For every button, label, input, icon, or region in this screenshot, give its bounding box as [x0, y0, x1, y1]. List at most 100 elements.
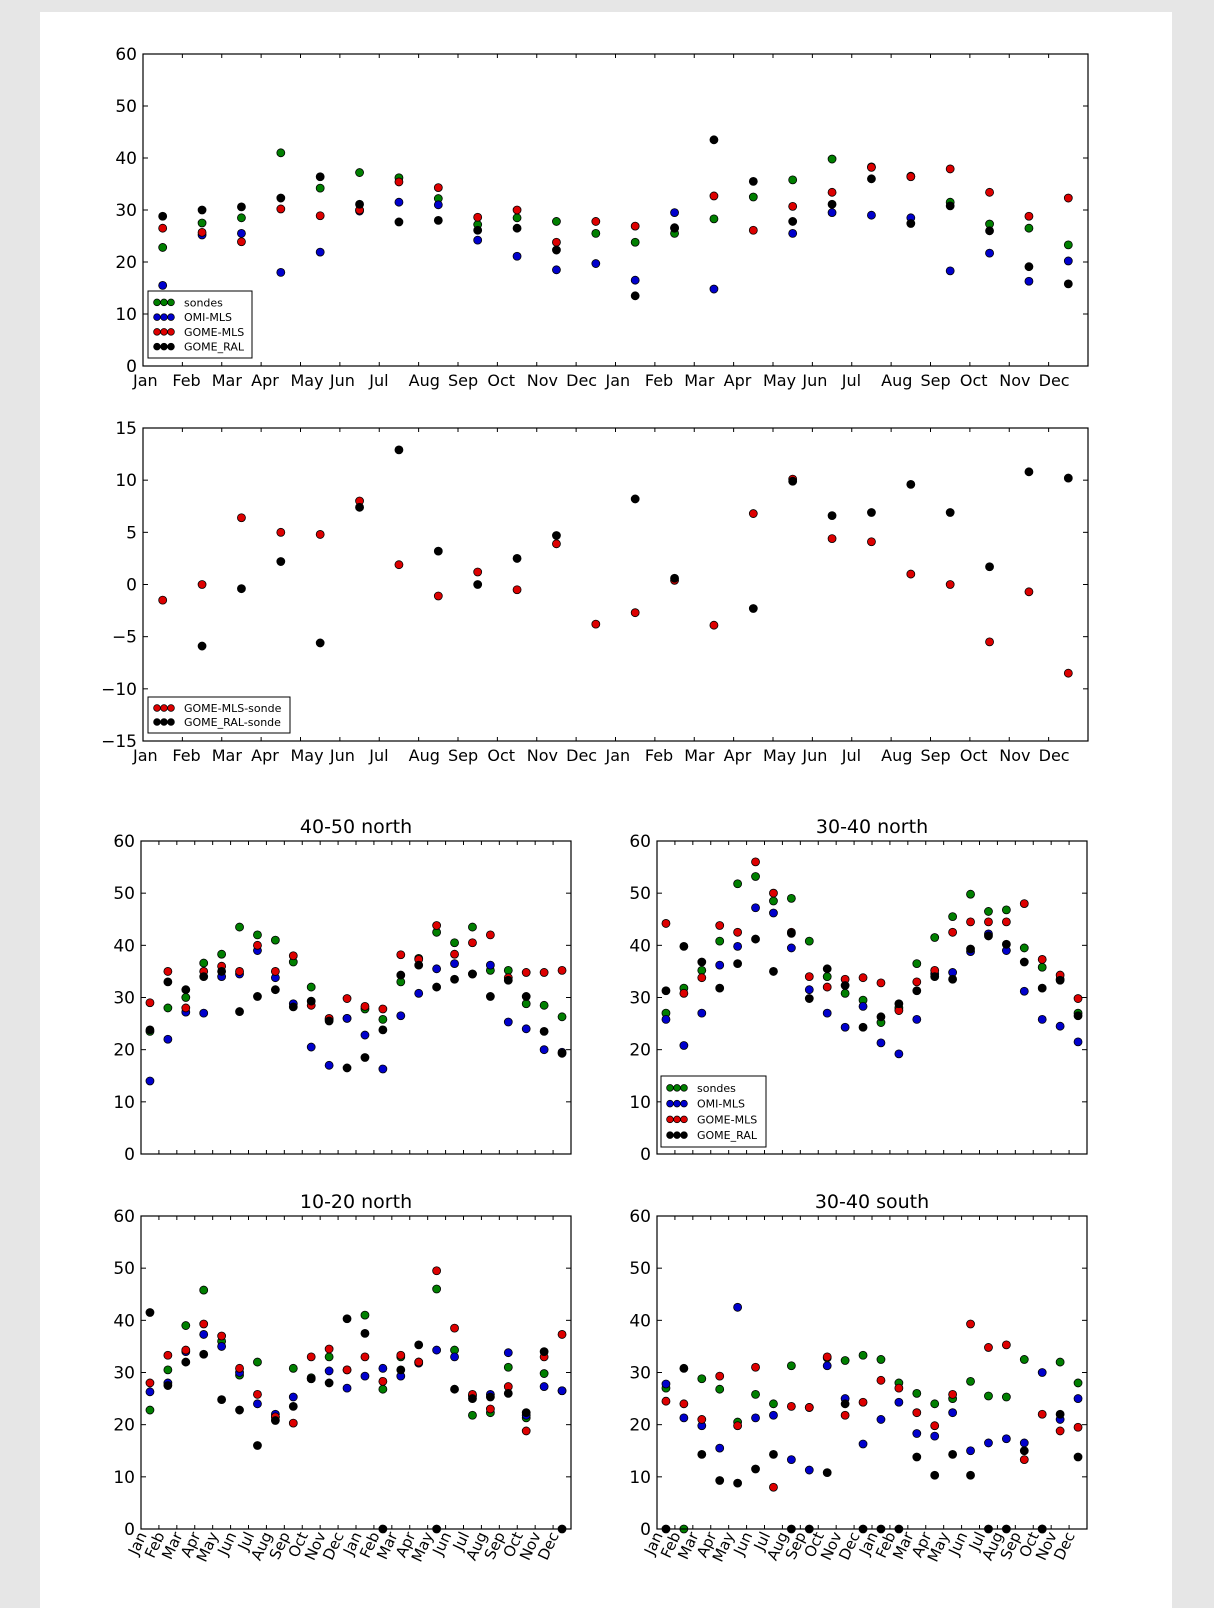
- y-tick-label: 5: [126, 523, 137, 543]
- data-point: [342, 1365, 352, 1375]
- data-point: [1037, 955, 1047, 964]
- data-point: [378, 1025, 388, 1035]
- x-tick-label: Apr: [251, 746, 279, 765]
- data-point: [1063, 473, 1073, 483]
- data-point: [966, 1319, 975, 1329]
- data-point: [270, 1416, 280, 1425]
- data-point: [237, 513, 246, 523]
- data-point: [788, 476, 798, 486]
- data-point: [315, 638, 325, 648]
- data-point: [822, 972, 832, 982]
- data-point: [197, 205, 207, 215]
- y-tick-label: 10: [115, 471, 137, 491]
- data-point: [906, 479, 916, 489]
- data-point: [485, 930, 495, 940]
- data-point: [822, 1008, 832, 1018]
- x-tick-label: Jun: [329, 371, 355, 390]
- data-point: [473, 567, 483, 577]
- x-tick-label: May: [291, 746, 324, 765]
- data-point: [894, 1397, 904, 1407]
- data-point: [1019, 986, 1029, 996]
- data-point: [822, 964, 832, 974]
- data-point: [804, 1465, 814, 1475]
- data-point: [751, 857, 760, 867]
- data-point: [396, 950, 406, 960]
- data-point: [858, 1022, 868, 1032]
- y-tick-label: 60: [113, 832, 135, 852]
- data-point: [552, 531, 561, 540]
- x-tick-label: Mar: [212, 746, 243, 765]
- data-point: [539, 1382, 549, 1391]
- y-tick-label: 50: [629, 1259, 651, 1279]
- data-point: [552, 217, 561, 226]
- legend-marker: [160, 342, 168, 351]
- data-point: [473, 580, 483, 589]
- y-tick-label: 0: [126, 357, 137, 377]
- data-point: [253, 940, 262, 950]
- data-point: [237, 202, 246, 212]
- y-tick-label: 40: [629, 1311, 651, 1331]
- data-point: [394, 217, 404, 227]
- data-point: [1037, 1368, 1047, 1377]
- data-point: [512, 213, 522, 223]
- data-point: [984, 1438, 993, 1448]
- data-point: [679, 988, 689, 998]
- legend-marker: [673, 1099, 681, 1108]
- data-point: [1001, 1340, 1011, 1350]
- x-tick-label: Jun: [329, 746, 355, 765]
- legend-marker: [160, 704, 168, 712]
- data-point: [237, 584, 246, 594]
- data-point: [378, 1376, 388, 1386]
- x-tick-label: Jan: [132, 371, 158, 390]
- data-point: [876, 1355, 886, 1364]
- data-point: [521, 992, 531, 1001]
- data-point: [827, 187, 837, 197]
- data-point: [751, 934, 760, 944]
- data-point: [630, 608, 640, 618]
- plot-frame: [656, 1215, 1088, 1530]
- legend-label: GOME_RAL: [184, 341, 245, 354]
- data-point: [414, 1340, 424, 1350]
- data-point: [235, 1363, 244, 1373]
- chart-title: 40-50 north: [300, 816, 412, 838]
- data-point: [145, 1076, 155, 1086]
- data-point: [906, 172, 916, 182]
- data-point: [840, 1022, 850, 1032]
- chart-north-10-20: 10-20 north0102030405060JanFebMarAprMayJ…: [113, 1191, 572, 1565]
- data-point: [521, 999, 531, 1009]
- data-point: [468, 938, 477, 948]
- data-point: [948, 927, 958, 937]
- data-point: [552, 265, 561, 275]
- data-point: [1019, 1446, 1029, 1456]
- data-point: [945, 508, 955, 517]
- data-point: [163, 967, 173, 976]
- data-point: [948, 974, 958, 984]
- data-point: [394, 445, 404, 455]
- data-point: [253, 1441, 262, 1450]
- data-point: [984, 1391, 993, 1401]
- data-point: [276, 193, 286, 203]
- data-point: [253, 930, 262, 940]
- x-tick-label: Dec: [566, 746, 597, 765]
- data-point: [751, 1464, 760, 1474]
- y-tick-label: 30: [113, 1364, 135, 1384]
- data-point: [432, 964, 442, 974]
- data-point: [1019, 899, 1029, 908]
- chart-north-40-50: 40-50 north 0 10 20 30 40 50 60: [113, 816, 572, 1165]
- data-point: [378, 1363, 388, 1373]
- x-tick-label: Apr: [724, 371, 752, 390]
- data-point: [748, 604, 758, 613]
- data-point: [145, 1405, 155, 1415]
- y-tick-label: 50: [113, 884, 135, 904]
- data-point: [930, 1421, 940, 1431]
- data-point: [1073, 1422, 1083, 1432]
- x-tick-label: Sep: [921, 371, 951, 390]
- x-tick-label: Sep: [921, 746, 951, 765]
- legend-marker: [153, 718, 161, 726]
- data-point: [163, 977, 173, 987]
- data-point: [709, 191, 719, 201]
- data-point: [450, 1384, 459, 1394]
- legend-marker: [153, 704, 161, 712]
- data-point: [715, 1384, 725, 1394]
- data-point: [1019, 1455, 1029, 1465]
